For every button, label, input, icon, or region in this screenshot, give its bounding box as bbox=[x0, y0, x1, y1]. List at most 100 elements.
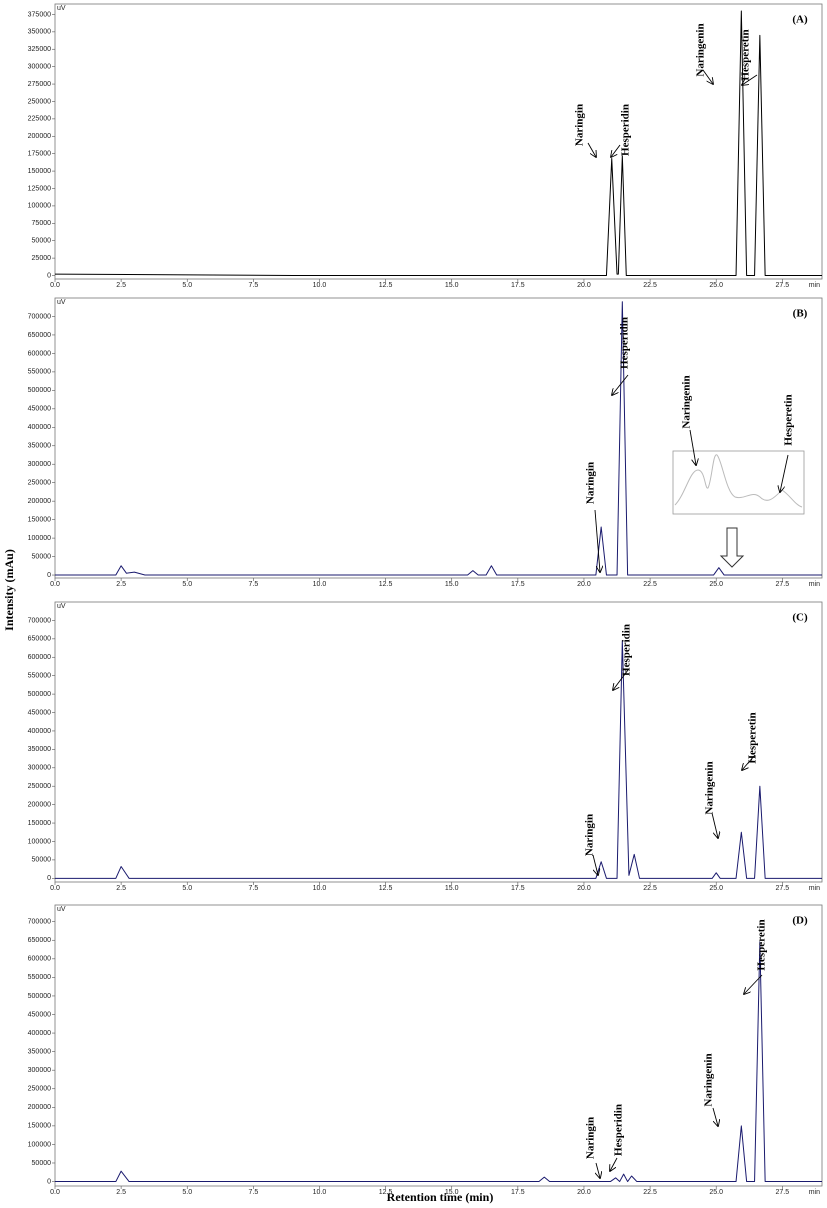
peak-label: Naringin bbox=[584, 814, 596, 856]
plot-frame bbox=[54, 904, 823, 1187]
y-tick-label: 700000 bbox=[28, 919, 51, 926]
y-tick-label: 325000 bbox=[28, 46, 51, 53]
x-tick-label: 7.5 bbox=[248, 885, 258, 892]
y-tick-label: 700000 bbox=[28, 313, 51, 320]
y-tick-label: 200000 bbox=[28, 1104, 51, 1111]
trace bbox=[55, 640, 822, 879]
x-tick-label: 17.5 bbox=[511, 282, 525, 289]
x-tick-label: 25.0 bbox=[709, 581, 723, 588]
x-tick-label: 17.5 bbox=[511, 1189, 525, 1196]
x-tick-label: 12.5 bbox=[379, 282, 393, 289]
x-tick-label: 25.0 bbox=[709, 282, 723, 289]
peak-arrow bbox=[689, 429, 696, 465]
y-tick-label: 50000 bbox=[32, 238, 52, 245]
y-unit: uV bbox=[57, 299, 66, 306]
x-tick-label: 5.0 bbox=[182, 282, 192, 289]
peak-label: Hesperetin bbox=[740, 29, 752, 80]
x-tick-label: 10.0 bbox=[313, 581, 327, 588]
x-tick-label: 10.0 bbox=[313, 282, 327, 289]
x-tick-label: 5.0 bbox=[182, 581, 192, 588]
panel-label: (A) bbox=[792, 14, 808, 26]
x-tick-label: 10.0 bbox=[313, 885, 327, 892]
peak-label: Hesperidin bbox=[620, 104, 632, 156]
x-tick-label: 12.5 bbox=[379, 885, 393, 892]
peak-arrow bbox=[587, 142, 596, 157]
x-tick-label: 2.5 bbox=[116, 885, 126, 892]
x-tick-label: 2.5 bbox=[116, 581, 126, 588]
y-tick-label: 200000 bbox=[28, 133, 51, 140]
x-tick-label: 17.5 bbox=[511, 581, 525, 588]
y-tick-label: 50000 bbox=[32, 553, 52, 560]
y-tick-label: 275000 bbox=[28, 81, 51, 88]
y-tick-label: 0 bbox=[47, 875, 51, 882]
plot-frame bbox=[54, 297, 823, 579]
peak-label: Naringin bbox=[574, 104, 586, 146]
trace bbox=[55, 941, 822, 1183]
peak-arrow bbox=[712, 1107, 718, 1126]
y-tick-label: 650000 bbox=[28, 332, 51, 339]
y-tick-label: 100000 bbox=[28, 203, 51, 210]
x-tick-label: 15.0 bbox=[445, 282, 459, 289]
y-tick-label: 150000 bbox=[28, 516, 51, 523]
y-tick-label: 50000 bbox=[32, 1160, 52, 1167]
trace bbox=[54, 10, 822, 277]
x-tick-label: 25.0 bbox=[709, 885, 723, 892]
peak-arrow bbox=[610, 1157, 618, 1171]
y-tick-label: 150000 bbox=[28, 820, 51, 827]
trace bbox=[55, 301, 822, 576]
y-tick-label: 450000 bbox=[28, 1011, 51, 1018]
y-tick-label: 150000 bbox=[28, 1123, 51, 1130]
peak-label: Hesperetin bbox=[783, 394, 795, 445]
y-tick-label: 400000 bbox=[28, 728, 51, 735]
y-tick-label: 25000 bbox=[32, 255, 52, 262]
panel-label: (C) bbox=[792, 612, 808, 624]
y-tick-label: 0 bbox=[47, 572, 51, 579]
x-tick-label: 0.0 bbox=[50, 885, 60, 892]
x-tick-label: 27.5 bbox=[776, 581, 790, 588]
x-tick-label: 5.0 bbox=[182, 885, 192, 892]
peak-label: Naringenin bbox=[703, 1053, 715, 1106]
x-tick-label: 2.5 bbox=[116, 282, 126, 289]
x-tick-label: 0.0 bbox=[50, 282, 60, 289]
plot-frame bbox=[54, 601, 823, 883]
peak-label: Naringenin bbox=[695, 23, 707, 76]
y-tick-label: 500000 bbox=[28, 993, 51, 1000]
y-axis-label: Intensity (mAu) bbox=[2, 549, 16, 631]
y-tick-label: 200000 bbox=[28, 801, 51, 808]
y-tick-label: 375000 bbox=[28, 11, 51, 18]
y-tick-label: 500000 bbox=[28, 387, 51, 394]
y-tick-label: 300000 bbox=[28, 64, 51, 71]
x-tick-label: 12.5 bbox=[379, 581, 393, 588]
x-tick-label: 22.5 bbox=[643, 581, 657, 588]
x-tick-label: 7.5 bbox=[248, 581, 258, 588]
x-unit: min bbox=[809, 581, 820, 588]
peak-arrow bbox=[592, 854, 598, 875]
y-tick-label: 75000 bbox=[32, 220, 52, 227]
y-tick-label: 300000 bbox=[28, 461, 51, 468]
peak-arrow bbox=[780, 454, 789, 492]
peak-label: Hesperidin bbox=[619, 317, 631, 369]
y-tick-label: 300000 bbox=[28, 765, 51, 772]
inset bbox=[672, 450, 805, 568]
peak-arrow bbox=[612, 374, 629, 395]
peak-arrow bbox=[594, 509, 600, 572]
x-tick-label: 2.5 bbox=[116, 1189, 126, 1196]
y-tick-label: 50000 bbox=[32, 857, 52, 864]
x-tick-label: 20.0 bbox=[577, 885, 591, 892]
y-tick-label: 600000 bbox=[28, 654, 51, 661]
x-tick-label: 10.0 bbox=[313, 1189, 327, 1196]
x-tick-label: 27.5 bbox=[776, 1189, 790, 1196]
x-tick-label: 20.0 bbox=[577, 1189, 591, 1196]
y-tick-label: 125000 bbox=[28, 185, 51, 192]
y-tick-label: 175000 bbox=[28, 151, 51, 158]
peak-arrow bbox=[611, 144, 621, 157]
y-tick-label: 250000 bbox=[28, 783, 51, 790]
y-tick-label: 550000 bbox=[28, 369, 51, 376]
y-tick-label: 350000 bbox=[28, 443, 51, 450]
y-tick-label: 700000 bbox=[28, 617, 51, 624]
x-tick-label: 20.0 bbox=[577, 282, 591, 289]
x-tick-label: 0.0 bbox=[50, 1189, 60, 1196]
x-unit: min bbox=[809, 1189, 820, 1196]
y-tick-label: 225000 bbox=[28, 116, 51, 123]
